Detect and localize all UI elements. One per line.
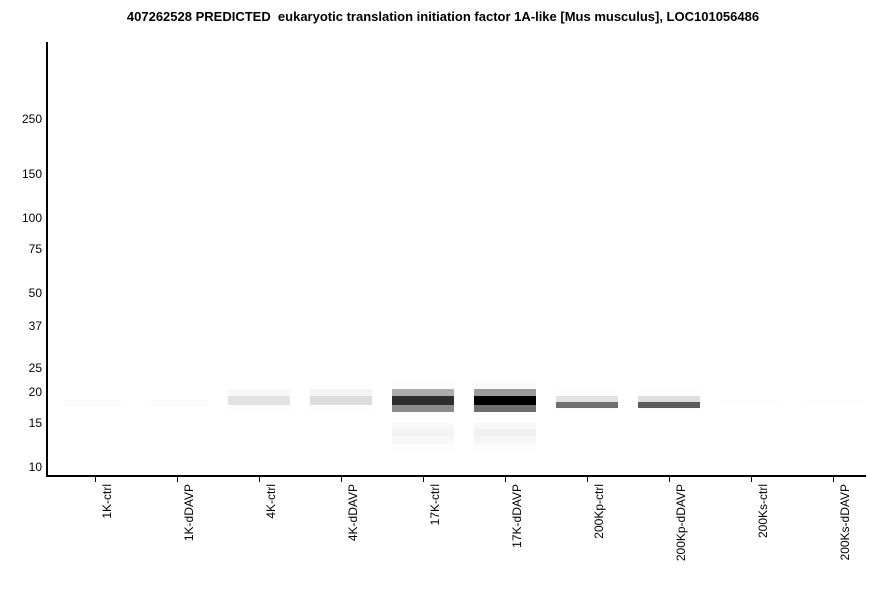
blot-lane — [720, 42, 782, 475]
blot-band — [556, 408, 618, 414]
blot-band — [392, 412, 454, 421]
blot-band — [228, 404, 290, 413]
x-axis-tick-label: 1K-ctrl — [100, 484, 114, 519]
x-axis-tick-mark — [259, 477, 260, 482]
blot-band — [392, 436, 454, 444]
blot-band — [392, 380, 454, 389]
blot-plot-area — [46, 42, 866, 475]
y-axis-tick-label: 250 — [21, 112, 42, 126]
chart-title: 407262528 PREDICTED eukaryotic translati… — [126, 9, 760, 24]
y-axis-tick-label: 20 — [28, 385, 42, 400]
x-axis-tick-mark — [177, 477, 178, 482]
blot-band — [392, 443, 454, 451]
x-axis-tick-label: 17K-dDAVP — [510, 484, 524, 548]
x-axis-tick-mark — [505, 477, 506, 482]
blot-band — [310, 388, 372, 397]
x-axis-tick-label: 17K-ctrl — [428, 484, 442, 526]
blot-band — [638, 402, 700, 409]
blot-band — [310, 404, 372, 413]
blot-band — [802, 399, 864, 408]
blot-band — [474, 436, 536, 444]
blot-band — [310, 396, 372, 405]
x-axis-line — [46, 475, 866, 477]
blot-band — [474, 423, 536, 430]
blot-band — [228, 388, 290, 397]
x-axis-tick-mark — [833, 477, 834, 482]
blot-lane — [802, 42, 864, 475]
blot-band — [474, 429, 536, 437]
blot-band — [638, 396, 700, 403]
y-axis-tick-label: 100 — [21, 211, 42, 226]
blot-lane — [146, 42, 208, 475]
blot-lane — [638, 42, 700, 475]
y-axis-tick-label: 37 — [28, 318, 42, 333]
blot-band — [556, 388, 618, 397]
y-axis-tick-label: 75 — [28, 242, 42, 257]
y-axis-tick-label: 50 — [28, 286, 42, 300]
y-axis-tick-label: 150 — [21, 167, 42, 182]
x-axis-tick-mark — [341, 477, 342, 482]
blot-band — [392, 388, 454, 397]
y-axis-tick-label: 15 — [28, 416, 42, 431]
x-axis-tick-mark — [423, 477, 424, 482]
blot-band — [474, 404, 536, 413]
blot-band — [392, 396, 454, 405]
x-axis-tick-label: 200Kp-ctrl — [592, 484, 606, 539]
x-axis-tick-label: 4K-dDAVP — [346, 484, 360, 542]
blot-band — [392, 423, 454, 430]
blot-lane — [556, 42, 618, 475]
blot-band — [474, 412, 536, 421]
blot-lane — [310, 42, 372, 475]
blot-band — [556, 402, 618, 409]
y-axis-tick-label: 25 — [28, 360, 42, 375]
blot-band — [474, 380, 536, 389]
y-axis-tick-label: 10 — [28, 460, 42, 474]
x-axis-tick-label: 200Ks-dDAVP — [838, 484, 852, 561]
blot-band — [392, 429, 454, 437]
y-axis-tick-labels: 250 150 100 75 50 37 25 20 15 10 — [0, 0, 42, 595]
blot-lane — [64, 42, 126, 475]
blot-band — [474, 443, 536, 451]
blot-lane — [228, 42, 290, 475]
x-axis-tick-mark — [95, 477, 96, 482]
x-axis-tick-label: 200Kp-dDAVP — [674, 484, 688, 562]
blot-lane — [474, 42, 536, 475]
x-axis-tick-mark — [669, 477, 670, 482]
x-axis-tick-label: 200Ks-ctrl — [756, 484, 770, 539]
x-axis-tick-mark — [587, 477, 588, 482]
blot-band — [638, 408, 700, 414]
blot-band — [64, 399, 126, 408]
blot-band — [720, 399, 782, 408]
y-axis-line — [46, 42, 48, 477]
blot-band — [228, 396, 290, 405]
blot-band — [474, 396, 536, 405]
blot-band — [146, 399, 208, 408]
blot-band — [392, 404, 454, 413]
x-axis-tick-mark — [751, 477, 752, 482]
blot-band — [474, 388, 536, 397]
x-axis-tick-label: 1K-dDAVP — [182, 484, 196, 542]
blot-lane — [392, 42, 454, 475]
blot-band — [556, 396, 618, 403]
blot-band — [638, 388, 700, 397]
x-axis-tick-label: 4K-ctrl — [264, 484, 278, 519]
